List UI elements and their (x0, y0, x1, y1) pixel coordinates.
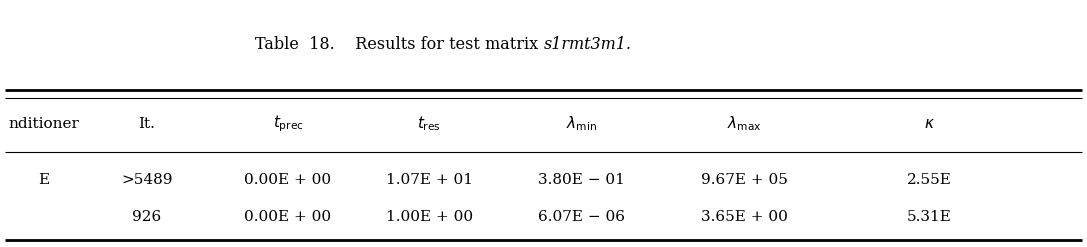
Text: $\lambda_{\mathrm{max}}$: $\lambda_{\mathrm{max}}$ (727, 114, 762, 133)
Text: 926: 926 (133, 210, 161, 224)
Text: 0.00E + 00: 0.00E + 00 (245, 173, 332, 187)
Text: 5.31E: 5.31E (907, 210, 952, 224)
Text: 3.80E − 01: 3.80E − 01 (538, 173, 625, 187)
Text: 1.00E + 00: 1.00E + 00 (386, 210, 473, 224)
Text: 9.67E + 05: 9.67E + 05 (701, 173, 788, 187)
Text: $t_{\mathrm{res}}$: $t_{\mathrm{res}}$ (417, 114, 441, 133)
Text: 2.55E: 2.55E (907, 173, 952, 187)
Text: 0.00E + 00: 0.00E + 00 (245, 210, 332, 224)
Text: 1.07E + 01: 1.07E + 01 (386, 173, 473, 187)
Text: Table  18.    Results for test matrix: Table 18. Results for test matrix (255, 36, 544, 53)
Text: $t_{\mathrm{prec}}$: $t_{\mathrm{prec}}$ (273, 113, 303, 134)
Text: It.: It. (138, 117, 155, 130)
Text: $\lambda_{\mathrm{min}}$: $\lambda_{\mathrm{min}}$ (566, 114, 597, 133)
Text: nditioner: nditioner (8, 117, 79, 130)
Text: 3.65E + 00: 3.65E + 00 (701, 210, 788, 224)
Text: >5489: >5489 (121, 173, 173, 187)
Text: E: E (38, 173, 49, 187)
Text: $\kappa$: $\kappa$ (924, 117, 935, 130)
Text: 6.07E − 06: 6.07E − 06 (538, 210, 625, 224)
Text: s1rmt3m1.: s1rmt3m1. (544, 36, 632, 53)
